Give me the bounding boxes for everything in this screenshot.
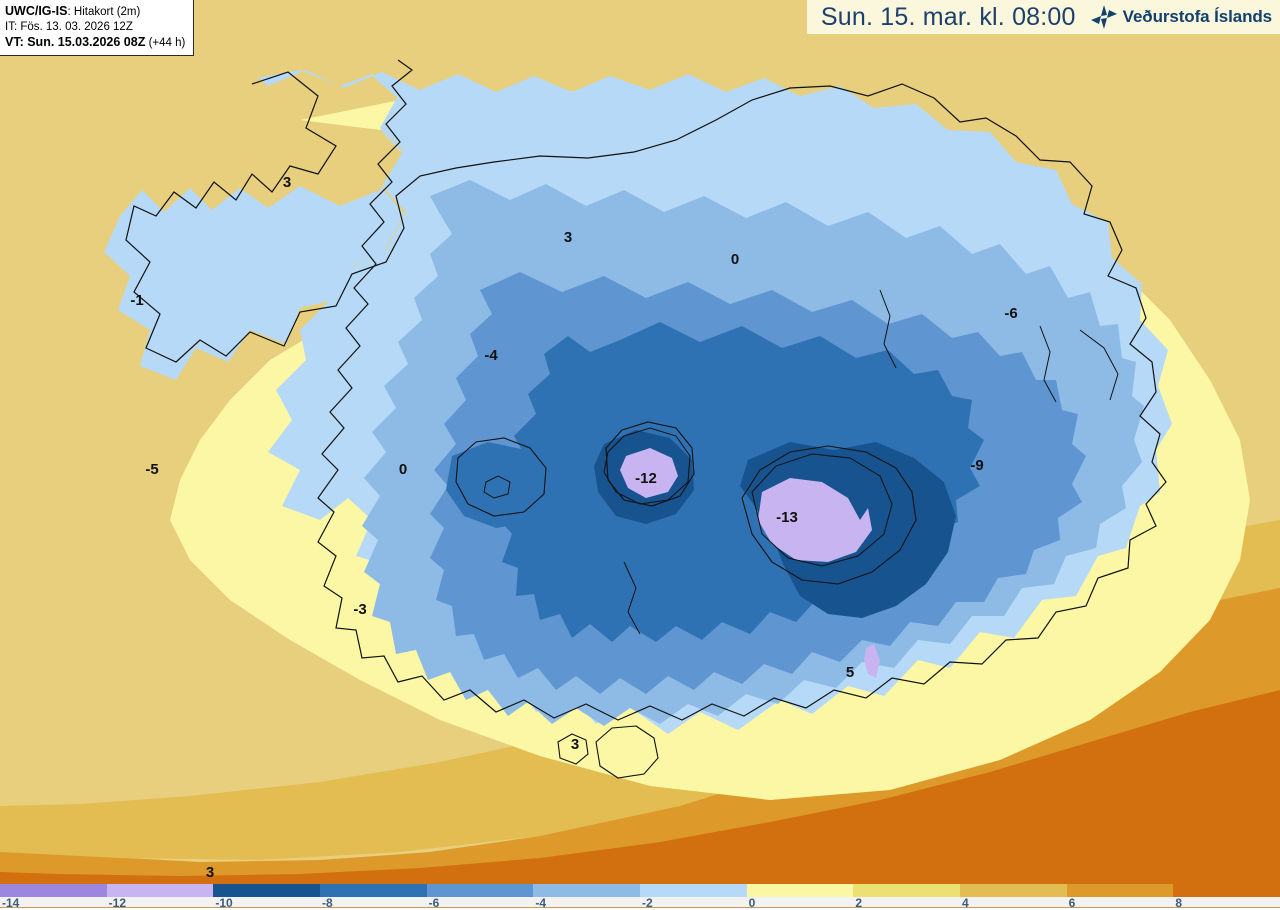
colorbar-swatch-7 (746, 884, 854, 897)
label--5-sw: -5 (145, 461, 158, 478)
colorbar-swatch-2 (213, 884, 321, 897)
contour-line-cold-1 (603, 427, 691, 505)
river-outline-1 (879, 289, 897, 369)
label--12-central: -12 (635, 470, 657, 487)
band-lightblue-westfjords (104, 74, 404, 380)
colorbar-tick-6: 6 (1068, 896, 1076, 910)
colorbar-ticks: -14 -12 -10 -8 -6 -4 -2 0 2 4 6 8 (0, 896, 1280, 910)
label-0-west: 0 (399, 461, 407, 478)
colorbar-tick-2: 2 (855, 896, 863, 910)
label-5-southeast: 5 (846, 664, 854, 681)
info-model-line: UWC/IG-IS: Hitakort (2m) (5, 3, 185, 20)
issue-time: IT: Fös. 13. 03. 2026 12Z (5, 20, 133, 33)
colorbar-swatch-11 (1173, 884, 1280, 897)
glacier-outline-myrdalsjokull (595, 725, 659, 779)
colorbar-swatch-1 (106, 884, 214, 897)
fjord-detail-east (1079, 329, 1119, 401)
label--13-vatnajokull: -13 (776, 509, 798, 526)
lead-time: (+44 h) (148, 37, 186, 50)
org-logo[interactable]: Veðurstofa Íslands (1090, 4, 1272, 30)
label--3-southwest: -3 (353, 601, 366, 618)
colorbar-tick--4: -4 (535, 896, 546, 910)
colorbar-swatch-8 (853, 884, 961, 897)
label-0-north: 0 (731, 251, 739, 268)
colorbar-swatch-0 (0, 884, 107, 897)
colorbar-swatches (0, 884, 1280, 897)
coastline (125, 59, 1167, 721)
river-outline-2 (623, 561, 641, 635)
band-darkblue-ne (814, 372, 902, 436)
model-id: UWC/IG-IS (5, 4, 68, 18)
lake-thingvallavatn (483, 475, 511, 499)
product-name: : Hitakort (2m) (67, 6, 141, 18)
label-3-south: 3 (571, 736, 579, 753)
glacier-outline-eyjafjallajokull (557, 733, 589, 765)
contour-labels: 3 -1 3 0 -6 -4 -5 0 -12 -9 -13 -3 5 3 3 (130, 174, 1017, 881)
colorbar-tick--10: -10 (215, 896, 233, 910)
colorbar-tick--8: -8 (322, 896, 333, 910)
valid-time: VT: Sun. 15.03.2026 08Z (5, 35, 146, 50)
glacier-outline-vatnajokull (741, 445, 917, 585)
colorbar-swatch-6 (640, 884, 747, 897)
colorbar-tick--14: -14 (2, 896, 20, 910)
header-bar: Sun. 15. mar. kl. 08:00 Veðurstofa Íslan… (806, 0, 1280, 34)
colorbar-tick-0: 0 (748, 896, 756, 910)
org-name: Veðurstofa Íslands (1122, 7, 1272, 26)
model-info-box: UWC/IG-IS: Hitakort (2m) IT: Fös. 13. 03… (0, 0, 195, 57)
band-lavender-vatnajokull (758, 478, 872, 562)
band-warm-darkorange (0, 690, 1280, 884)
colorbar-swatch-4 (426, 884, 534, 897)
label-3-north: 3 (564, 229, 572, 246)
colorbar-tick--6: -6 (428, 896, 440, 910)
temperature-map[interactable]: 3 -1 3 0 -6 -4 -5 0 -12 -9 -13 -3 5 3 3 (0, 0, 1280, 884)
label--6-ne: -6 (1004, 305, 1017, 322)
info-valid-line: VT: Sun. 15.03.2026 08Z (+44 h) (5, 34, 185, 51)
colorbar-tick-8: 8 (1175, 896, 1183, 910)
temperature-colorbar[interactable]: -14 -12 -10 -8 -6 -4 -2 0 2 4 6 8 (0, 884, 1280, 910)
band-lavender-core2 (620, 448, 678, 498)
label-3-nw: 3 (283, 174, 291, 191)
map-canvas: 3 -1 3 0 -6 -4 -5 0 -12 -9 -13 -3 5 3 3 (0, 0, 1280, 884)
river-outline-3 (1039, 325, 1057, 403)
band-lavender-small-se (864, 644, 880, 678)
compass-star-icon (1090, 5, 1117, 29)
contour-line-cold-2 (751, 453, 893, 567)
colorbar-swatch-10 (1066, 884, 1174, 897)
label--1-west: -1 (130, 292, 143, 309)
colorbar-swatch-5 (533, 884, 641, 897)
colorbar-swatch-9 (960, 884, 1067, 897)
colorbar-tick--2: -2 (642, 896, 653, 910)
colorbar-tick--12: -12 (108, 896, 126, 910)
glacier-outline-langjokull (455, 437, 547, 517)
label--4-midwest: -4 (484, 347, 498, 364)
colorbar-tick-4: 4 (962, 896, 969, 910)
forecast-datetime: Sun. 15. mar. kl. 08:00 (820, 2, 1076, 31)
label--9-east: -9 (970, 457, 983, 474)
colorbar-swatch-3 (320, 884, 427, 897)
label-3-offshore: 3 (206, 864, 214, 881)
